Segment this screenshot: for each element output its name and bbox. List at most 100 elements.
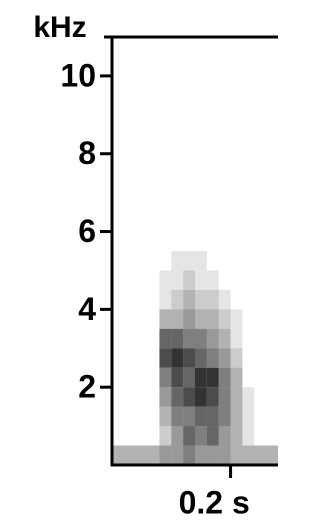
spectrogram-cell: [159, 309, 171, 328]
spectrogram-cell: [136, 270, 148, 289]
spectrogram-cell: [231, 348, 243, 367]
spectrogram-cell: [231, 309, 243, 328]
spectrogram-cell: [148, 426, 160, 445]
spectrogram-cell: [183, 368, 195, 387]
x-tick-label: 0.2 s: [179, 484, 250, 520]
spectrogram-cell: [254, 407, 266, 426]
spectrogram-cell: [183, 290, 195, 309]
spectrogram-cell: [171, 309, 183, 328]
spectrogram-cell: [159, 348, 171, 367]
spectrogram-cell: [124, 309, 136, 328]
spectrogram-cell: [266, 407, 278, 426]
spectrogram-cell: [195, 309, 207, 328]
spectrogram-cell: [159, 368, 171, 387]
y-tick-label: 10: [60, 57, 96, 93]
spectrogram-cell: [231, 446, 243, 465]
spectrogram-cell: [183, 407, 195, 426]
spectrogram-cell: [136, 290, 148, 309]
spectrogram-cell: [242, 387, 254, 406]
spectrogram-cell: [183, 251, 195, 270]
spectrogram-cell: [159, 446, 171, 465]
spectrogram-cell: [148, 309, 160, 328]
spectrogram-cell: [242, 446, 254, 465]
spectrogram-cell: [242, 368, 254, 387]
spectrogram-cell: [183, 329, 195, 348]
spectrogram-cell: [207, 426, 219, 445]
spectrogram-cell: [183, 348, 195, 367]
spectrogram-cell: [148, 329, 160, 348]
spectrogram-cell: [112, 368, 124, 387]
spectrogram-cell: [112, 329, 124, 348]
spectrogram-cell: [171, 426, 183, 445]
spectrogram-cell: [183, 387, 195, 406]
spectrogram-cell: [207, 270, 219, 289]
spectrogram-cell: [171, 368, 183, 387]
spectrogram-cell: [207, 407, 219, 426]
spectrogram-cell: [136, 387, 148, 406]
spectrogram-cell: [254, 251, 266, 270]
spectrogram-cell: [242, 270, 254, 289]
spectrogram-cell: [195, 251, 207, 270]
spectrogram-cell: [183, 446, 195, 465]
spectrogram-cell: [242, 329, 254, 348]
spectrogram-cell: [148, 407, 160, 426]
spectrogram-cell: [171, 387, 183, 406]
spectrogram-cell: [219, 329, 231, 348]
spectrogram-cell: [231, 329, 243, 348]
spectrogram-cell: [219, 446, 231, 465]
spectrogram-cell: [219, 387, 231, 406]
spectrogram-cell: [266, 348, 278, 367]
spectrogram-cell: [242, 251, 254, 270]
spectrogram-cell: [112, 387, 124, 406]
spectrogram-cell: [266, 329, 278, 348]
spectrogram-cell: [207, 368, 219, 387]
spectrogram-cell: [195, 407, 207, 426]
spectrogram-cell: [148, 348, 160, 367]
spectrogram-cell: [112, 270, 124, 289]
spectrogram-cell: [207, 348, 219, 367]
spectrogram-cell: [124, 368, 136, 387]
spectrogram-cell: [136, 446, 148, 465]
spectrogram-cell: [148, 290, 160, 309]
spectrogram-cell: [136, 407, 148, 426]
spectrogram-cell: [219, 251, 231, 270]
spectrogram-cell: [219, 270, 231, 289]
spectrogram-cell: [266, 387, 278, 406]
spectrogram-cell: [231, 368, 243, 387]
spectrogram-cell: [207, 387, 219, 406]
spectrogram-cell: [195, 426, 207, 445]
spectrogram-cell: [219, 309, 231, 328]
spectrogram-cell: [124, 407, 136, 426]
spectrogram-cell: [159, 387, 171, 406]
spectrogram-cell: [254, 446, 266, 465]
spectrogram-cell: [112, 251, 124, 270]
spectrogram-cell: [254, 368, 266, 387]
spectrogram-cell: [124, 270, 136, 289]
spectrogram-cell: [112, 446, 124, 465]
y-tick-label: 6: [78, 213, 96, 249]
spectrogram-cell: [183, 309, 195, 328]
y-tick-label: 8: [78, 135, 96, 171]
spectrogram-cell: [207, 309, 219, 328]
spectrogram-cell: [136, 309, 148, 328]
spectrogram-cell: [136, 426, 148, 445]
spectrogram-cell: [266, 446, 278, 465]
spectrogram-cell: [242, 426, 254, 445]
spectrogram-cell: [242, 290, 254, 309]
spectrogram-cell: [254, 290, 266, 309]
spectrogram-cell: [124, 348, 136, 367]
spectrogram-cell: [159, 426, 171, 445]
spectrogram-cell: [148, 446, 160, 465]
spectrogram-cell: [159, 270, 171, 289]
spectrogram-cell: [195, 368, 207, 387]
spectrogram-cell: [207, 290, 219, 309]
spectrogram-cell: [159, 407, 171, 426]
spectrogram-cell: [207, 446, 219, 465]
spectrogram-cell: [195, 290, 207, 309]
spectrogram-cell: [112, 309, 124, 328]
spectrogram-cell: [195, 348, 207, 367]
spectrogram-cell: [124, 329, 136, 348]
spectrogram-cell: [219, 290, 231, 309]
spectrogram-cell: [159, 251, 171, 270]
spectrogram-cell: [124, 290, 136, 309]
